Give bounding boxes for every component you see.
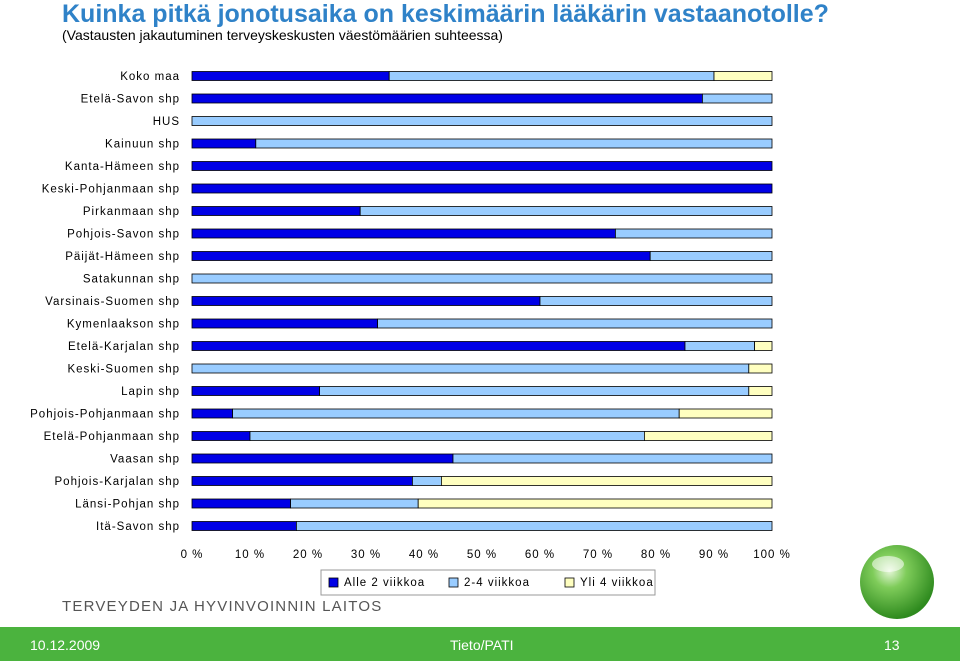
legend-swatch-2-4-viikkoa bbox=[448, 577, 459, 588]
bar-lapin-shp-yli-4-viikkoa bbox=[748, 386, 773, 396]
bar-pohjois-savon-shp-alle-2-viikkoa bbox=[191, 228, 616, 239]
bar-keski-suomen-shp-yli-4-viikkoa bbox=[748, 363, 773, 374]
category-label: Etelä-Savon shp bbox=[81, 94, 180, 106]
category-label: Etelä-Karjalan shp bbox=[68, 341, 180, 353]
bar-länsi-pohjan-shp-yli-4-viikkoa bbox=[417, 498, 773, 509]
bar-pirkanmaan-shp-2-4-viikkoa bbox=[359, 206, 773, 216]
x-tick-label: 30 % bbox=[351, 549, 381, 561]
legend-box bbox=[320, 569, 656, 596]
bar-satakunnan-shp-2-4-viikkoa bbox=[191, 273, 773, 284]
category-label: Päijät-Hämeen shp bbox=[65, 251, 180, 263]
bar-kainuun-shp-2-4-viikkoa bbox=[255, 138, 773, 149]
category-label: Keski-Pohjanmaan shp bbox=[42, 184, 180, 196]
category-label: Pohjois-Savon shp bbox=[67, 229, 180, 241]
category-label: Satakunnan shp bbox=[83, 274, 180, 286]
category-label: Etelä-Pohjanmaan shp bbox=[44, 431, 180, 443]
organization-logo-text: TERVEYDEN JA HYVINVOINNIN LAITOS bbox=[62, 598, 383, 615]
bar-vaasan-shp-alle-2-viikkoa bbox=[191, 453, 454, 464]
bar-kainuun-shp-alle-2-viikkoa bbox=[191, 138, 257, 149]
bar-lapin-shp-alle-2-viikkoa bbox=[191, 386, 320, 396]
footer-page-number: 13 bbox=[884, 637, 900, 653]
bar-kanta-hämeen-shp-alle-2-viikkoa bbox=[191, 161, 773, 171]
legend-swatch-alle-2-viikkoa bbox=[328, 577, 339, 588]
x-tick-label: 70 % bbox=[583, 549, 613, 561]
category-label: HUS bbox=[153, 116, 180, 128]
bar-kymenlaakson-shp-alle-2-viikkoa bbox=[191, 318, 379, 329]
category-label: Pohjois-Karjalan shp bbox=[55, 476, 180, 488]
category-label: Koko maa bbox=[120, 71, 180, 83]
bar-keski-suomen-shp-2-4-viikkoa bbox=[191, 363, 750, 374]
stacked-bar-chart: Koko maa Etelä-Savon shp HUS Kainuun shp Kan… bbox=[30, 71, 791, 596]
x-tick-label: 20 % bbox=[293, 549, 323, 561]
page-title: Kuinka pitkä jonotusaika on keskimäärin … bbox=[62, 0, 829, 28]
x-tick-label: 0 % bbox=[181, 549, 204, 561]
category-label: Varsinais-Suomen shp bbox=[45, 296, 180, 308]
x-tick-label: 40 % bbox=[409, 549, 439, 561]
bar-hus-2-4-viikkoa bbox=[191, 116, 773, 126]
category-label: Kainuun shp bbox=[105, 139, 180, 151]
bar-pohjois-savon-shp-2-4-viikkoa bbox=[615, 228, 773, 239]
x-tick-label: 90 % bbox=[699, 549, 729, 561]
bar-etelä-pohjanmaan-shp-yli-4-viikkoa bbox=[644, 431, 773, 441]
category-labels: Koko maa Etelä-Savon shp HUS Kainuun shp Kan… bbox=[30, 71, 180, 533]
bar-keski-pohjanmaan-shp-alle-2-viikkoa bbox=[191, 183, 773, 194]
bar-pohjois-karjalan-shp-yli-4-viikkoa bbox=[440, 476, 773, 486]
bar-etelä-savon-shp-alle-2-viikkoa bbox=[191, 93, 703, 104]
x-tick-label: 60 % bbox=[525, 549, 555, 561]
category-label: Pirkanmaan shp bbox=[83, 206, 180, 218]
bar-pohjois-karjalan-shp-2-4-viikkoa bbox=[411, 476, 442, 486]
category-label: Kymenlaakson shp bbox=[67, 319, 180, 331]
category-label: Lapin shp bbox=[121, 386, 180, 398]
category-label: Länsi-Pohjan shp bbox=[75, 499, 180, 511]
x-tick-label: 100 % bbox=[753, 549, 791, 561]
category-label: Kanta-Hämeen shp bbox=[65, 161, 180, 173]
bar-itä-savon-shp-alle-2-viikkoa bbox=[191, 521, 297, 531]
bar-pohjois-pohjanmaan-shp-2-4-viikkoa bbox=[232, 408, 680, 419]
legend-label: Yli 4 viikkoa bbox=[580, 577, 654, 589]
bar-etelä-karjalan-shp-yli-4-viikkoa bbox=[754, 341, 773, 351]
bar-etelä-pohjanmaan-shp-2-4-viikkoa bbox=[249, 431, 645, 441]
footer-date: 10.12.2009 bbox=[30, 637, 101, 653]
page-subtitle: (Vastausten jakautuminen terveyskeskuste… bbox=[62, 27, 503, 43]
bar-kymenlaakson-shp-2-4-viikkoa bbox=[377, 318, 773, 329]
bar-päijät-hämeen-shp-2-4-viikkoa bbox=[649, 251, 773, 261]
bar-pohjois-karjalan-shp-alle-2-viikkoa bbox=[191, 476, 413, 486]
green-orb-logo bbox=[860, 545, 934, 619]
bar-pohjois-pohjanmaan-shp-yli-4-viikkoa bbox=[678, 408, 773, 419]
legend-label: Alle 2 viikkoa bbox=[344, 577, 425, 589]
footer-bar: 10.12.2009 Tieto/PATI 13 bbox=[0, 627, 960, 661]
bar-koko-maa-2-4-viikkoa bbox=[388, 71, 715, 81]
bar-etelä-karjalan-shp-2-4-viikkoa bbox=[684, 341, 755, 351]
bar-koko-maa-yli-4-viikkoa bbox=[713, 71, 773, 81]
bar-päijät-hämeen-shp-alle-2-viikkoa bbox=[191, 251, 651, 261]
bar-itä-savon-shp-2-4-viikkoa bbox=[295, 521, 773, 531]
x-tick-labels: 0 % 10 % 20 % 30 % 40 % 50 % 60 % 70 % 80 % 90 % 1… bbox=[181, 549, 791, 561]
x-tick-label: 80 % bbox=[641, 549, 671, 561]
bar-länsi-pohjan-shp-alle-2-viikkoa bbox=[191, 498, 291, 509]
bar-etelä-pohjanmaan-shp-alle-2-viikkoa bbox=[191, 431, 251, 441]
bar-etelä-karjalan-shp-alle-2-viikkoa bbox=[191, 341, 686, 351]
bar-varsinais-suomen-shp-2-4-viikkoa bbox=[539, 296, 773, 306]
category-label: Itä-Savon shp bbox=[96, 521, 180, 533]
bar-lapin-shp-2-4-viikkoa bbox=[319, 386, 750, 396]
category-label: Keski-Suomen shp bbox=[67, 364, 180, 376]
footer-source: Tieto/PATI bbox=[450, 637, 514, 653]
bar-varsinais-suomen-shp-alle-2-viikkoa bbox=[191, 296, 541, 306]
legend-swatch-yli-4-viikkoa bbox=[564, 577, 575, 588]
bar-pirkanmaan-shp-alle-2-viikkoa bbox=[191, 206, 361, 216]
category-label: Vaasan shp bbox=[110, 454, 180, 466]
legend-label: 2-4 viikkoa bbox=[464, 577, 530, 589]
category-label: Pohjois-Pohjanmaan shp bbox=[30, 409, 180, 421]
bar-pohjois-pohjanmaan-shp-alle-2-viikkoa bbox=[191, 408, 233, 419]
bar-etelä-savon-shp-2-4-viikkoa bbox=[702, 93, 773, 104]
x-tick-label: 10 % bbox=[235, 549, 265, 561]
legend: Alle 2 viikkoa 2-4 viikkoa Yli 4 viikkoa bbox=[320, 569, 656, 596]
x-tick-label: 50 % bbox=[467, 549, 497, 561]
bar-koko-maa-alle-2-viikkoa bbox=[191, 71, 390, 81]
bar-länsi-pohjan-shp-2-4-viikkoa bbox=[290, 498, 419, 509]
bar-vaasan-shp-2-4-viikkoa bbox=[452, 453, 773, 464]
bars-group bbox=[191, 71, 773, 531]
